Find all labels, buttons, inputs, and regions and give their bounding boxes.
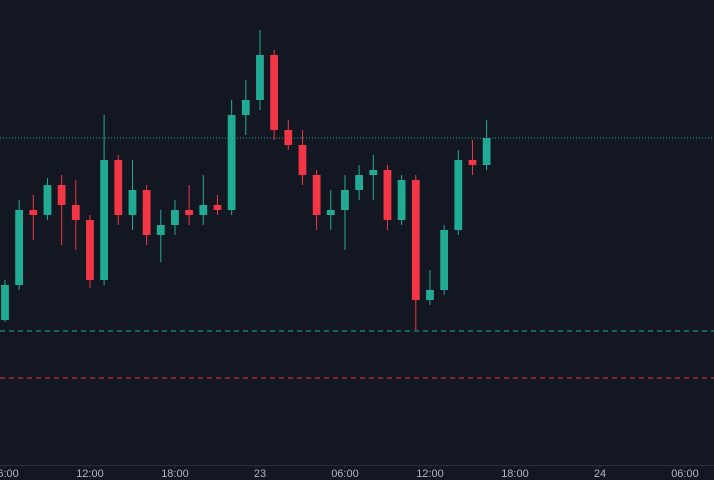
candle-body — [1, 285, 9, 320]
candle-body — [213, 205, 222, 210]
candle-body — [341, 190, 349, 210]
candle-body — [355, 175, 364, 190]
candle-body — [298, 145, 307, 175]
candle-body — [440, 230, 449, 290]
candle-body — [383, 170, 392, 220]
x-tick-label: 06:00 — [331, 468, 359, 480]
candle-body — [57, 185, 66, 205]
candle-body — [114, 160, 123, 215]
x-tick-label: 12:00 — [416, 468, 444, 480]
candle-body — [454, 160, 463, 230]
x-tick-label: 24 — [594, 468, 606, 480]
candle-body — [227, 115, 236, 210]
candle-body — [43, 185, 52, 215]
candle-body — [128, 190, 137, 215]
candle-body — [426, 290, 434, 300]
candle-body — [312, 175, 321, 215]
x-tick-label: 12:00 — [76, 468, 104, 480]
candle-body — [256, 55, 264, 100]
x-tick-label: 18:00 — [161, 468, 189, 480]
candle-body — [482, 138, 491, 165]
candle-body — [411, 180, 420, 300]
candle-body — [171, 210, 179, 225]
candle-body — [326, 210, 335, 215]
x-tick-label: 06:00 — [0, 468, 19, 480]
x-tick-label: 06:00 — [671, 468, 699, 480]
candle-body — [397, 180, 406, 220]
candle-body — [369, 170, 378, 175]
candle-body — [185, 210, 194, 215]
candle-body — [71, 205, 80, 220]
candle-body — [29, 210, 38, 215]
candle-body — [15, 210, 24, 285]
x-tick-label: 18:00 — [501, 468, 529, 480]
candle-body — [284, 130, 293, 145]
candle-body — [100, 160, 109, 280]
candle-body — [142, 190, 151, 235]
candle-body — [199, 205, 208, 215]
candle-body — [468, 160, 477, 165]
x-tick-label: 23 — [254, 468, 266, 480]
candle-body — [270, 55, 279, 130]
candle-body — [156, 225, 165, 235]
candle-body — [86, 220, 94, 280]
candle-body — [241, 100, 250, 115]
